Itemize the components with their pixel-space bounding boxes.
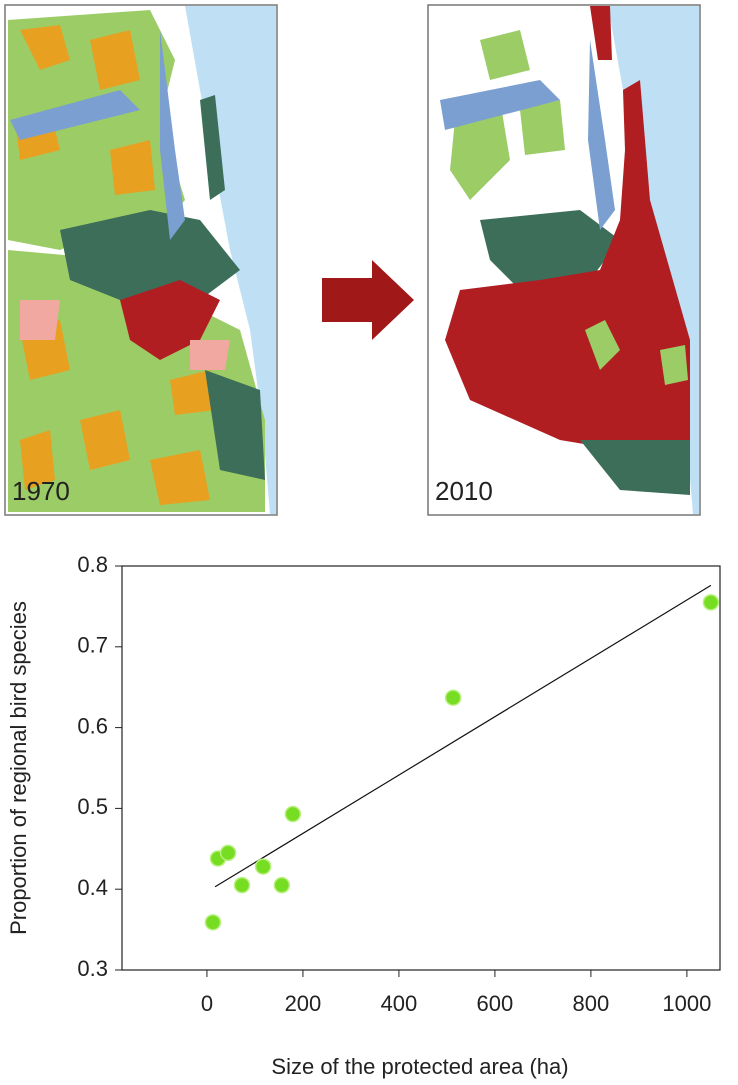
x-tick-label: 200: [285, 991, 322, 1016]
plot-frame: [121, 565, 721, 971]
trend-line: [214, 584, 712, 888]
arrow: [322, 260, 414, 340]
map-year: 2010: [435, 476, 493, 506]
data-point: [702, 594, 720, 611]
map-2010: 2010: [427, 4, 701, 516]
y-tick-label: 0.5: [77, 794, 108, 819]
map-year: 1970: [12, 476, 70, 506]
x-axis-label: Size of the protected area (ha): [271, 1054, 568, 1079]
data-point: [219, 844, 237, 862]
map-1970: 1970: [4, 4, 278, 516]
y-tick-label: 0.4: [77, 875, 108, 900]
x-tick-label: 800: [573, 991, 610, 1016]
x-tick-label: 600: [477, 991, 514, 1016]
y-tick-label: 0.6: [77, 713, 108, 738]
data-point: [254, 858, 272, 875]
data-point: [273, 876, 291, 894]
x-tick-label: 400: [381, 991, 418, 1016]
data-point: [204, 914, 222, 931]
data-point: [444, 689, 462, 706]
data-point: [284, 805, 302, 823]
y-tick-label: 0.8: [77, 552, 108, 577]
y-tick-label: 0.7: [77, 633, 108, 658]
y-tick-label: 0.3: [77, 956, 108, 981]
data-point: [233, 876, 251, 894]
x-tick-label: 0: [201, 991, 213, 1016]
y-axis-label: Proportion of regional bird species: [6, 601, 31, 935]
x-tick-label: 1000: [662, 991, 711, 1016]
